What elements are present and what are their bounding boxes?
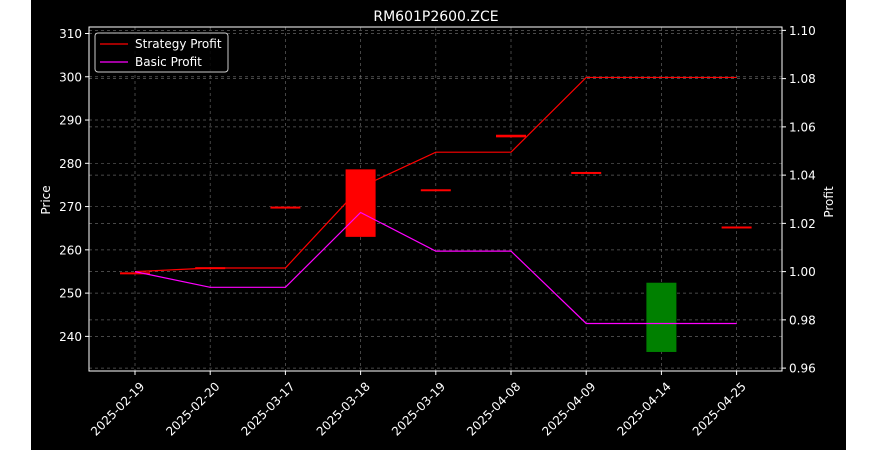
x-tick-label: 2025-04-09: [539, 379, 598, 438]
right-y-axis-label: Profit: [822, 186, 836, 218]
left-y-axis-label: Price: [39, 185, 53, 214]
x-tick-label: 2025-02-19: [88, 379, 147, 438]
y-tick-label: 310: [59, 27, 82, 41]
x-tick-label: 2025-03-18: [314, 379, 373, 438]
legend-label-strategy: Strategy Profit: [135, 37, 222, 51]
y2-tick-label: 0.98: [789, 313, 816, 327]
basic-profit-line: [134, 211, 737, 325]
candle: [120, 272, 150, 275]
chart-figure: RM601P2600.ZCE 240 250 260 270 280 290 300 310 …: [31, 0, 846, 450]
candle: [496, 134, 526, 138]
y-tick-label: 290: [59, 114, 82, 128]
x-tick-label: 2025-04-25: [690, 379, 749, 438]
y2-tick-label: 0.96: [789, 362, 816, 376]
x-tick-label: 2025-03-19: [389, 379, 448, 438]
legend-box: [94, 32, 229, 73]
candle: [571, 171, 602, 174]
x-axis: 2025-02-19 2025-02-20 2025-03-17 2025-03-18…: [88, 371, 749, 439]
y-tick-label: 260: [59, 243, 82, 257]
y2-tick-label: 1.08: [789, 72, 816, 86]
y-tick-label: 250: [59, 287, 82, 301]
x-tick-label: 2025-04-14: [615, 379, 674, 438]
candle: [270, 206, 301, 209]
y-tick-label: 300: [59, 70, 82, 84]
candle: [345, 169, 376, 237]
y2-tick-label: 1.04: [789, 169, 816, 183]
y-tick-label: 280: [59, 157, 82, 171]
y2-tick-label: 1.06: [789, 120, 816, 134]
y2-tick-label: 1.02: [789, 217, 816, 231]
y-tick-label: 270: [59, 200, 82, 214]
y2-tick-label: 1.00: [789, 265, 816, 279]
candle: [420, 189, 451, 192]
grid: [89, 27, 782, 371]
y-tick-label: 240: [59, 330, 82, 344]
strategy-profit-line: [134, 76, 737, 273]
legend: Strategy Profit Basic Profit: [94, 32, 229, 73]
y2-tick-label: 1.10: [789, 24, 816, 38]
x-tick-label: 2025-02-20: [163, 379, 222, 438]
x-tick-label: 2025-04-08: [464, 379, 523, 438]
chart-svg: RM601P2600.ZCE 240250260270280290300310 …: [39, 9, 836, 439]
right-y-axis: 0.96 0.98 1.00 1.02 1.04 1.06 1.08 1.10: [782, 24, 816, 376]
profit-lines: [134, 76, 737, 325]
left-y-axis: 240 250 260 270 280 290 300 310: [59, 27, 89, 344]
x-tick-label: 2025-03-17: [239, 379, 298, 438]
candle: [646, 282, 677, 352]
chart-title: RM601P2600.ZCE: [373, 9, 498, 25]
candle: [721, 226, 752, 229]
legend-label-basic: Basic Profit: [135, 55, 202, 69]
